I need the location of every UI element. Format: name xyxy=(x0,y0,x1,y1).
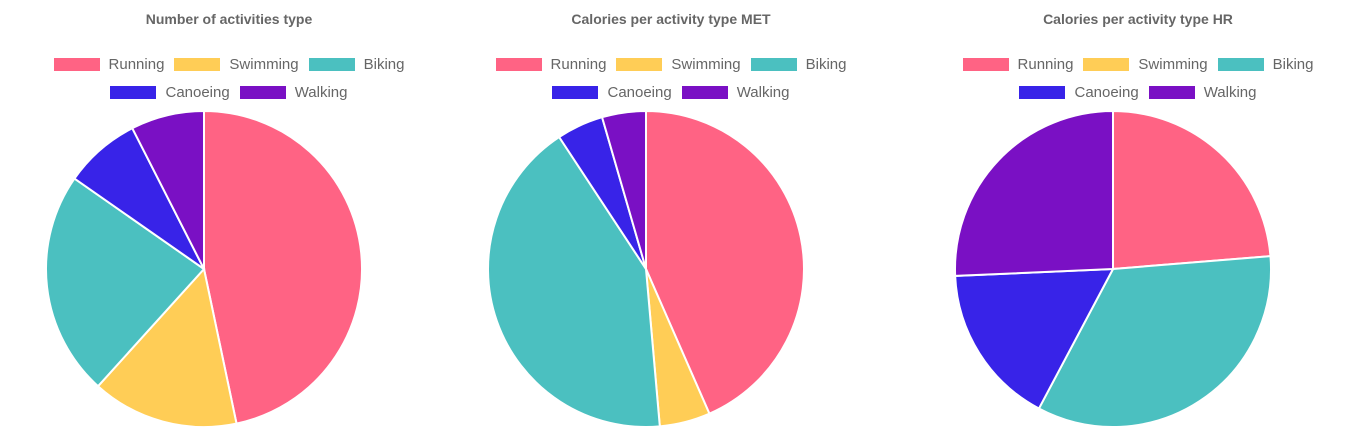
pie-chart xyxy=(954,109,1272,428)
legend-swatch xyxy=(1148,85,1195,99)
legend-item-swimming[interactable]: Swimming xyxy=(616,55,741,73)
pie-slice-biking[interactable] xyxy=(487,135,661,428)
legend-swatch xyxy=(1217,57,1264,71)
legend-swatch xyxy=(495,57,542,71)
legend-item-biking[interactable]: Biking xyxy=(1217,55,1314,73)
legend-swatch xyxy=(1083,57,1130,71)
legend-item-swimming[interactable]: Swimming xyxy=(1083,55,1208,73)
legend-label: Walking xyxy=(1203,83,1257,101)
chart-panel-calories-hr: Calories per activity type HR Running Sw… xyxy=(913,0,1350,436)
legend-label: Running xyxy=(1017,55,1074,73)
legend-item-canoeing[interactable]: Canoeing xyxy=(552,83,672,101)
pie-slice-running[interactable] xyxy=(1112,109,1272,271)
legend-row: Canoeing Walking xyxy=(913,78,1350,106)
legend-label: Swimming xyxy=(1138,55,1208,73)
legend-label: Biking xyxy=(805,55,847,73)
pie-slice-biking[interactable] xyxy=(45,177,206,388)
pie-slice-walking[interactable] xyxy=(600,109,647,270)
legend-row: Canoeing Walking xyxy=(4,78,454,106)
legend-item-running[interactable]: Running xyxy=(962,55,1074,73)
pie-slice-running[interactable] xyxy=(645,109,805,416)
legend-swatch xyxy=(308,57,355,71)
legend-label: Swimming xyxy=(671,55,741,73)
legend-item-running[interactable]: Running xyxy=(495,55,607,73)
legend-swatch xyxy=(552,85,599,99)
chart-title: Calories per activity type HR xyxy=(1043,11,1233,27)
legend-item-swimming[interactable]: Swimming xyxy=(174,55,299,73)
legend-label: Swimming xyxy=(229,55,299,73)
pie-slice-swimming[interactable] xyxy=(96,266,238,428)
chart-title: Number of activities type xyxy=(145,11,313,27)
legend-label: Running xyxy=(108,55,165,73)
legend-label: Biking xyxy=(363,55,405,73)
pie-chart xyxy=(45,109,364,428)
legend-label: Canoeing xyxy=(165,83,230,101)
legend-label: Running xyxy=(550,55,607,73)
legend-item-canoeing[interactable]: Canoeing xyxy=(1019,83,1139,101)
legend-row: Running Swimming Biking xyxy=(913,50,1350,78)
legend-label: Biking xyxy=(1272,55,1314,73)
pie-slice-walking[interactable] xyxy=(130,109,205,270)
legend-label: Walking xyxy=(736,83,790,101)
pie-slice-canoeing[interactable] xyxy=(954,267,1115,410)
legend-swatch xyxy=(750,57,797,71)
legend-item-canoeing[interactable]: Canoeing xyxy=(110,83,230,101)
pie-chart xyxy=(487,109,805,428)
legend-item-walking[interactable]: Walking xyxy=(1148,83,1257,101)
legend-swatch xyxy=(174,57,221,71)
legend-item-biking[interactable]: Biking xyxy=(750,55,847,73)
legend-label: Canoeing xyxy=(607,83,672,101)
legend: Running Swimming Biking Canoeing Walking xyxy=(913,50,1350,106)
legend-swatch xyxy=(239,85,286,99)
legend-item-walking[interactable]: Walking xyxy=(681,83,790,101)
legend-row: Canoeing Walking xyxy=(446,78,896,106)
legend-swatch xyxy=(1019,85,1066,99)
legend-swatch xyxy=(962,57,1009,71)
legend-row: Running Swimming Biking xyxy=(4,50,454,78)
legend-swatch xyxy=(616,57,663,71)
chart-panel-calories-met: Calories per activity type MET Running S… xyxy=(446,0,896,436)
legend-item-running[interactable]: Running xyxy=(53,55,165,73)
legend-label: Canoeing xyxy=(1074,83,1139,101)
chart-panel-activities-count: Number of activities type Running Swimmi… xyxy=(4,0,454,436)
legend-swatch xyxy=(53,57,100,71)
pie-slice-walking[interactable] xyxy=(954,109,1114,277)
legend-swatch xyxy=(681,85,728,99)
legend-swatch xyxy=(110,85,157,99)
legend-item-biking[interactable]: Biking xyxy=(308,55,405,73)
legend-label: Walking xyxy=(294,83,348,101)
legend-item-walking[interactable]: Walking xyxy=(239,83,348,101)
chart-title: Calories per activity type MET xyxy=(571,11,771,27)
legend: Running Swimming Biking Canoeing Walking xyxy=(446,50,896,106)
pie-slice-running[interactable] xyxy=(203,109,364,425)
legend: Running Swimming Biking Canoeing Walking xyxy=(4,50,454,106)
legend-row: Running Swimming Biking xyxy=(446,50,896,78)
pie-slice-biking[interactable] xyxy=(1037,255,1272,428)
